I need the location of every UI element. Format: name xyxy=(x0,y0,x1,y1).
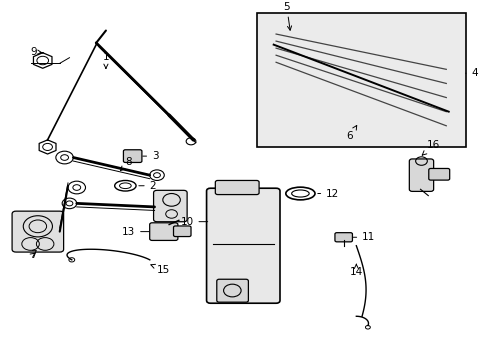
Text: 15: 15 xyxy=(150,264,170,275)
Text: 13: 13 xyxy=(122,226,149,237)
FancyBboxPatch shape xyxy=(216,279,248,302)
FancyBboxPatch shape xyxy=(12,211,63,252)
FancyBboxPatch shape xyxy=(153,190,187,222)
Text: 16: 16 xyxy=(421,140,439,155)
FancyBboxPatch shape xyxy=(428,168,449,180)
Bar xyxy=(256,13,465,147)
FancyBboxPatch shape xyxy=(334,233,352,242)
Text: 7: 7 xyxy=(30,249,36,260)
Text: 10: 10 xyxy=(180,217,207,227)
Text: 6: 6 xyxy=(346,126,356,141)
FancyBboxPatch shape xyxy=(173,226,191,237)
FancyBboxPatch shape xyxy=(215,180,259,194)
Text: 5: 5 xyxy=(283,1,291,30)
FancyBboxPatch shape xyxy=(408,159,433,192)
Text: 11: 11 xyxy=(352,232,375,242)
Text: 8: 8 xyxy=(120,157,132,171)
Text: 1: 1 xyxy=(102,52,109,68)
Text: 4: 4 xyxy=(465,68,477,78)
Text: 9: 9 xyxy=(30,47,41,57)
Text: 14: 14 xyxy=(349,264,362,277)
Text: 2: 2 xyxy=(139,181,156,191)
Text: 3: 3 xyxy=(142,151,159,161)
FancyBboxPatch shape xyxy=(206,188,280,303)
Text: 12: 12 xyxy=(317,189,339,198)
FancyBboxPatch shape xyxy=(123,150,142,162)
FancyBboxPatch shape xyxy=(149,223,178,240)
